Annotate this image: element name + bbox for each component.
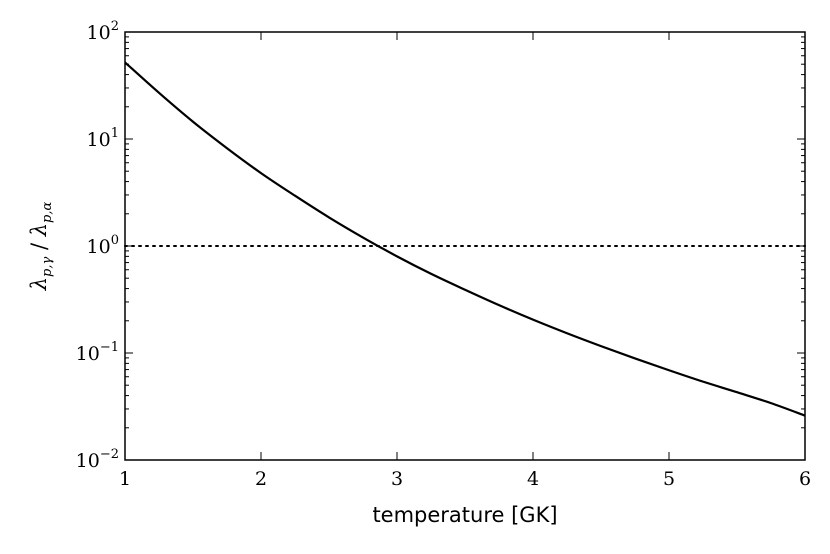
y-tick-label: 102 — [87, 19, 119, 44]
x-tick-label: 6 — [799, 468, 811, 490]
x-tick-label: 5 — [663, 468, 675, 490]
x-tick-label: 1 — [119, 468, 131, 490]
svg-text:λp,γ / λp,α: λp,γ / λp,α — [27, 202, 55, 292]
x-tick-label: 2 — [255, 468, 267, 490]
plot-frame — [124, 31, 806, 461]
series-line-0 — [124, 61, 806, 417]
axis-ticks — [124, 31, 806, 461]
y-tick-label: 10−2 — [76, 447, 119, 472]
x-tick-label: 4 — [527, 468, 539, 490]
series-lines — [124, 61, 806, 417]
x-axis-label: temperature [GK] — [372, 503, 557, 527]
x-tick-labels: 1 2 3 4 5 6 — [119, 468, 811, 490]
y-label-sub-num: p,γ — [40, 256, 55, 276]
y-label-symbol-den: λ — [27, 223, 51, 237]
y-label-symbol-num: λ — [27, 277, 51, 291]
y-axis-label: λp,γ / λp,α — [27, 202, 55, 292]
y-tick-labels: 10−2 10−1 100 101 102 — [76, 19, 119, 472]
y-label-sub-den: p,α — [40, 202, 55, 223]
y-tick-label: 101 — [87, 126, 119, 151]
y-tick-label: 100 — [87, 233, 119, 258]
y-tick-label: 10−1 — [76, 340, 119, 365]
y-label-separator: / — [27, 236, 51, 256]
x-tick-label: 3 — [391, 468, 403, 490]
